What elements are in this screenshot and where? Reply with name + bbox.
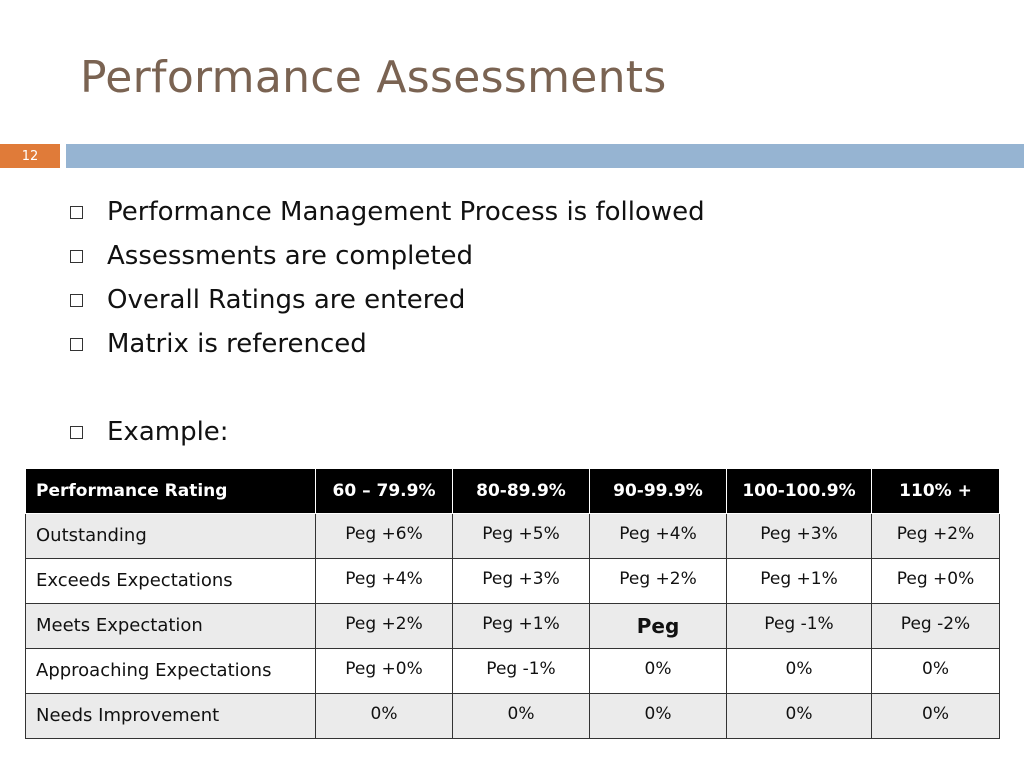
square-bullet-icon bbox=[70, 425, 83, 439]
bullet-text: Assessments are completed bbox=[107, 241, 474, 271]
table-cell: Peg +5% bbox=[452, 513, 590, 559]
table-row: Exceeds Expectations Peg +4% Peg +3% Peg… bbox=[25, 558, 1000, 604]
table-cell: Peg +1% bbox=[452, 603, 590, 649]
table-cell: Peg -1% bbox=[452, 648, 590, 694]
square-bullet-icon bbox=[70, 337, 83, 351]
table-cell: Peg +4% bbox=[315, 558, 453, 604]
bullet-item: Example: bbox=[70, 410, 705, 454]
table-cell: Peg -1% bbox=[726, 603, 872, 649]
table-row: Needs Improvement 0% 0% 0% 0% 0% bbox=[25, 693, 1000, 739]
table-cell: Peg +4% bbox=[589, 513, 727, 559]
column-header: 90-99.9% bbox=[589, 468, 727, 514]
bullet-item: Assessments are completed bbox=[70, 234, 705, 278]
rating-cell: Exceeds Expectations bbox=[25, 558, 316, 604]
rating-cell: Needs Improvement bbox=[25, 693, 316, 739]
table-row: Outstanding Peg +6% Peg +5% Peg +4% Peg … bbox=[25, 513, 1000, 559]
bullet-item: Performance Management Process is follow… bbox=[70, 190, 705, 234]
table-cell: Peg -2% bbox=[871, 603, 1000, 649]
column-header: 80-89.9% bbox=[452, 468, 590, 514]
table-header-row: Performance Rating 60 – 79.9% 80-89.9% 9… bbox=[25, 468, 1000, 514]
square-bullet-icon bbox=[70, 205, 83, 219]
table-cell: Peg +2% bbox=[871, 513, 1000, 559]
bullet-text: Matrix is referenced bbox=[107, 329, 367, 359]
bullet-text: Performance Management Process is follow… bbox=[107, 197, 705, 227]
column-header: 110% + bbox=[871, 468, 1000, 514]
table-cell: Peg +2% bbox=[589, 558, 727, 604]
bullet-list: Performance Management Process is follow… bbox=[70, 190, 705, 454]
column-header: Performance Rating bbox=[25, 468, 316, 514]
square-bullet-icon bbox=[70, 249, 83, 263]
table-cell: 0% bbox=[315, 693, 453, 739]
slide-number: 12 bbox=[0, 144, 60, 168]
table-cell: 0% bbox=[589, 648, 727, 694]
table-cell: 0% bbox=[726, 648, 872, 694]
bullet-item: Matrix is referenced bbox=[70, 322, 705, 366]
merit-matrix-table: Performance Rating 60 – 79.9% 80-89.9% 9… bbox=[25, 468, 1000, 739]
table-cell: Peg +0% bbox=[315, 648, 453, 694]
slide-title: Performance Assessments bbox=[80, 52, 667, 103]
column-header: 60 – 79.9% bbox=[315, 468, 453, 514]
bullet-item: Overall Ratings are entered bbox=[70, 278, 705, 322]
table-cell: 0% bbox=[871, 648, 1000, 694]
table-cell: 0% bbox=[871, 693, 1000, 739]
bullet-text: Example: bbox=[107, 417, 229, 447]
table-cell: 0% bbox=[452, 693, 590, 739]
table-cell: Peg +0% bbox=[871, 558, 1000, 604]
bullet-text: Overall Ratings are entered bbox=[107, 285, 466, 315]
table-cell: 0% bbox=[589, 693, 727, 739]
table-cell: Peg +2% bbox=[315, 603, 453, 649]
column-header: 100-100.9% bbox=[726, 468, 872, 514]
table-row: Meets Expectation Peg +2% Peg +1% Peg Pe… bbox=[25, 603, 1000, 649]
rating-cell: Meets Expectation bbox=[25, 603, 316, 649]
table-cell: Peg +3% bbox=[452, 558, 590, 604]
accent-bar bbox=[66, 144, 1024, 168]
table-cell: 0% bbox=[726, 693, 872, 739]
square-bullet-icon bbox=[70, 293, 83, 307]
table-cell: Peg +3% bbox=[726, 513, 872, 559]
rating-cell: Outstanding bbox=[25, 513, 316, 559]
rating-cell: Approaching Expectations bbox=[25, 648, 316, 694]
table-cell-highlight: Peg bbox=[589, 603, 727, 649]
table-cell: Peg +6% bbox=[315, 513, 453, 559]
table-row: Approaching Expectations Peg +0% Peg -1%… bbox=[25, 648, 1000, 694]
table-cell: Peg +1% bbox=[726, 558, 872, 604]
